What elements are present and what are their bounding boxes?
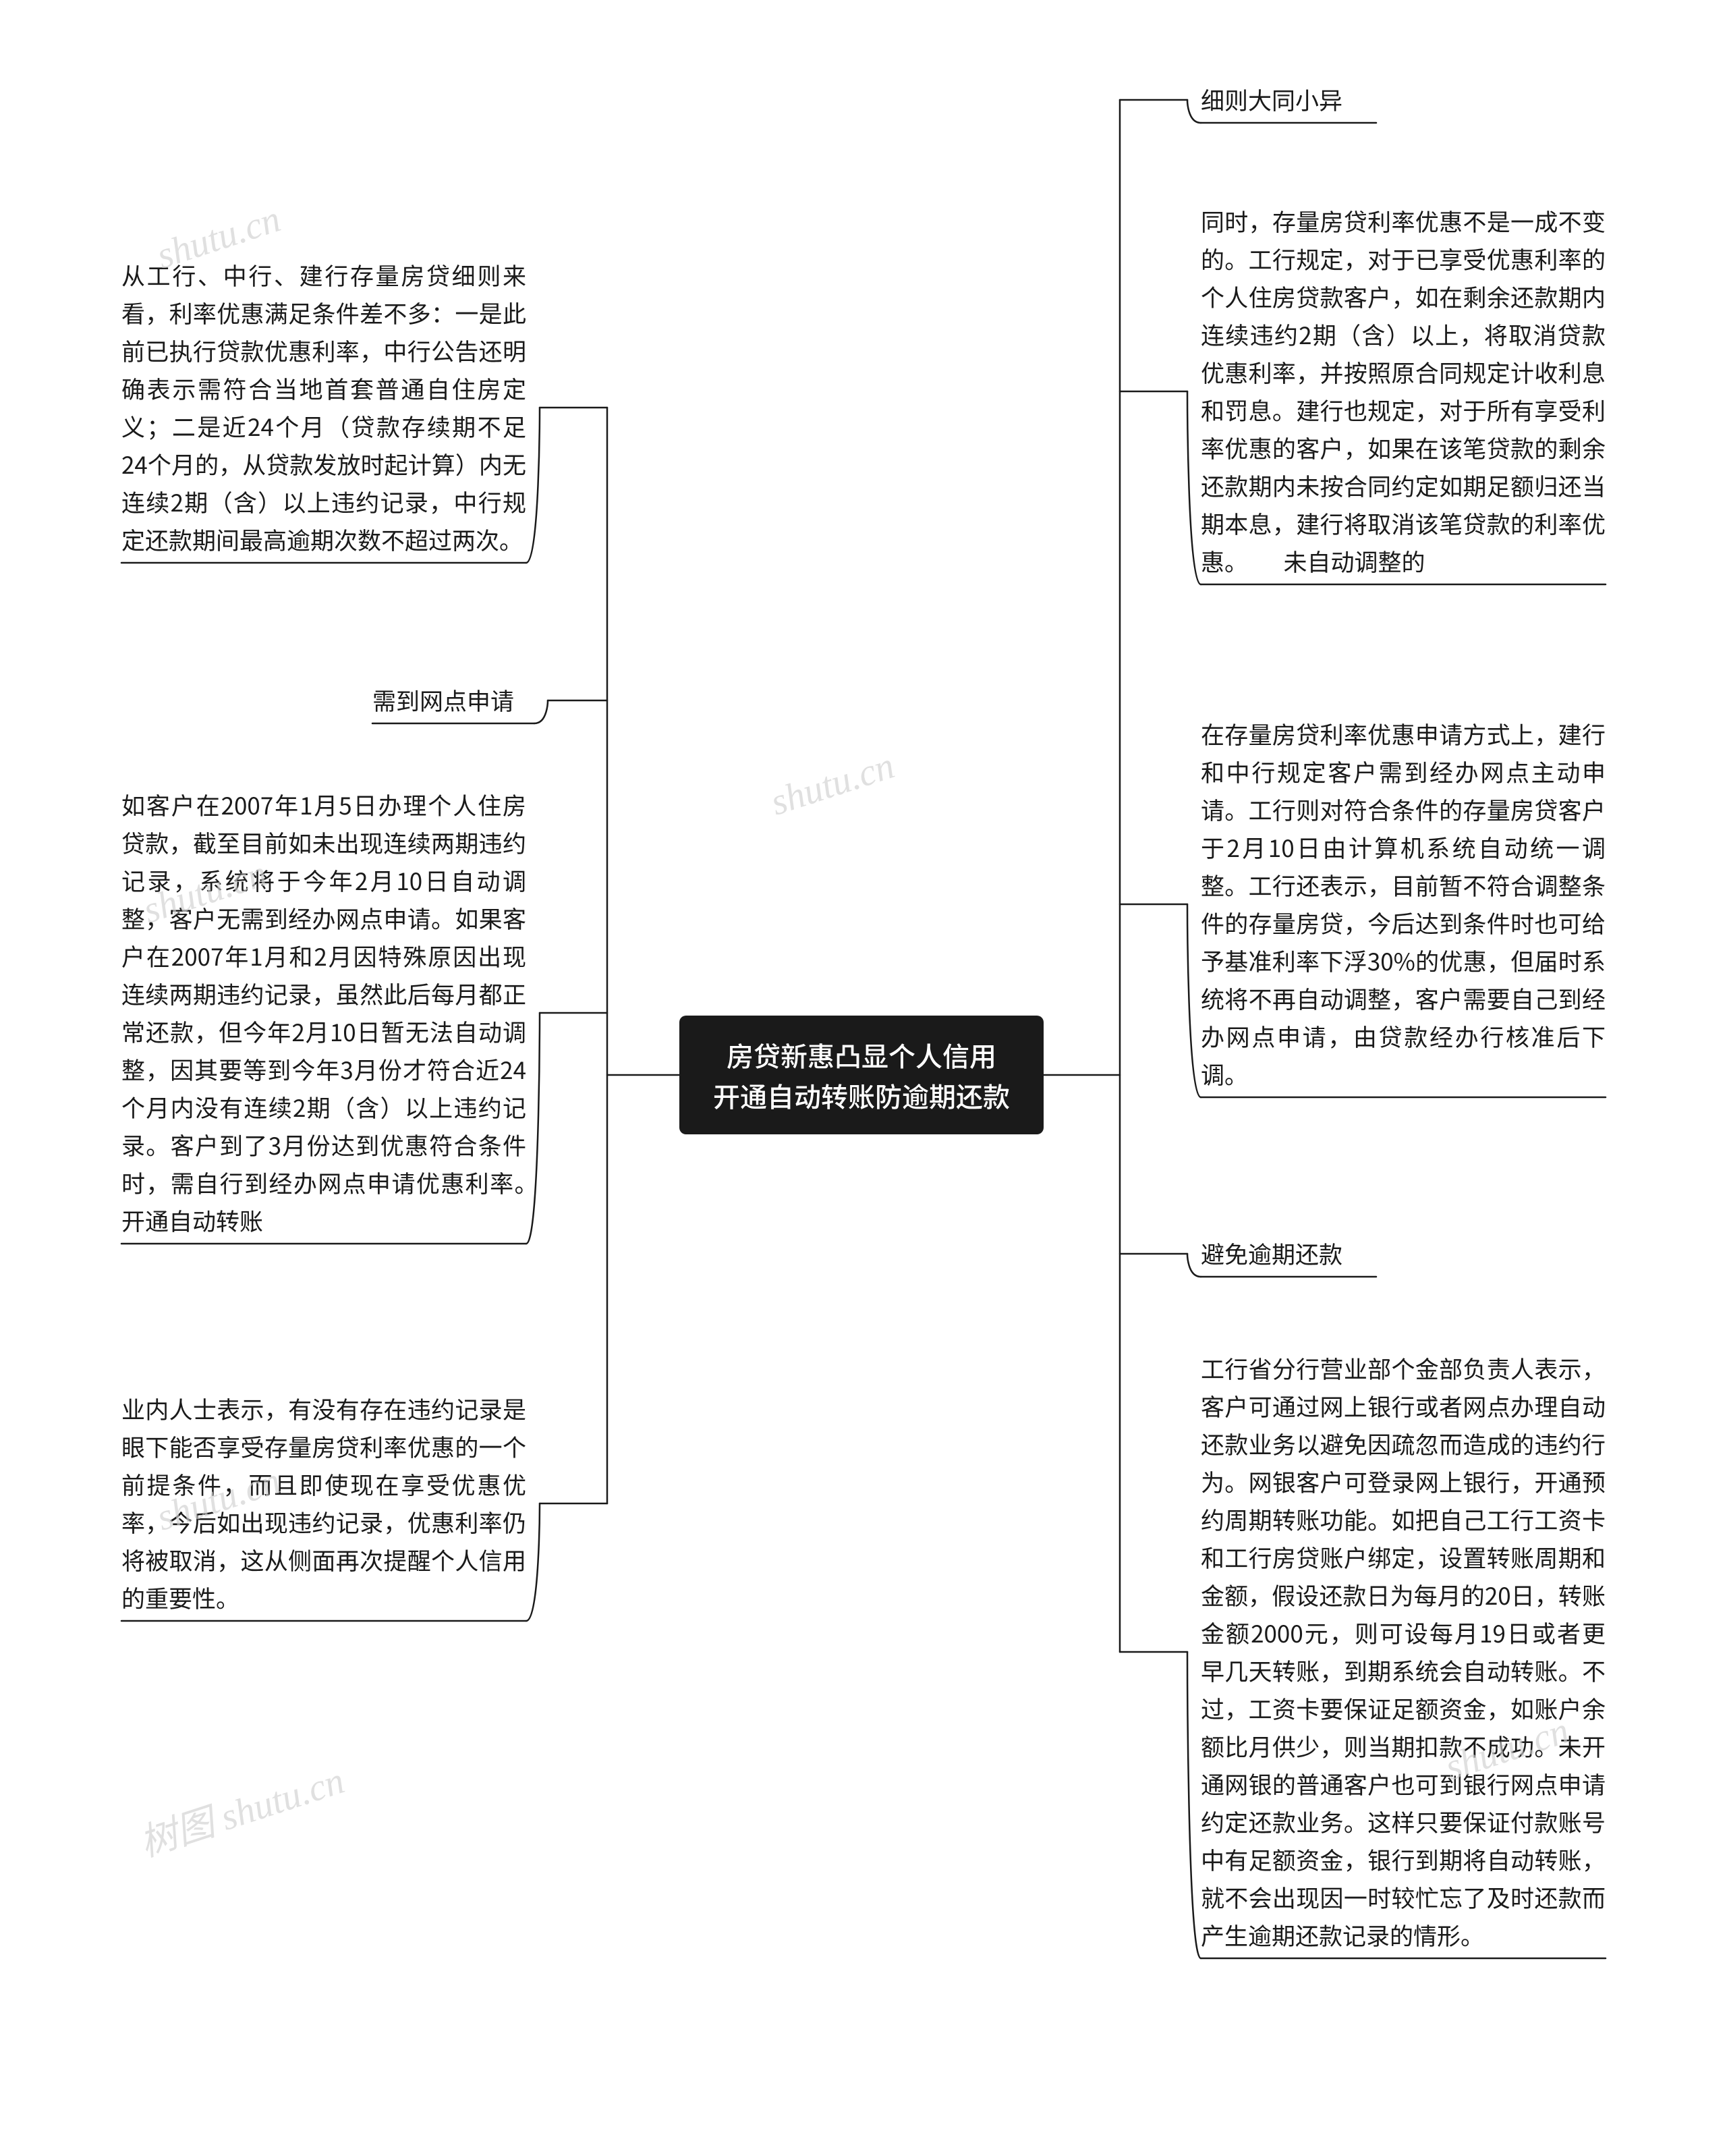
root-node: 房贷新惠凸显个人信用 开通自动转账防逾期还款: [679, 1016, 1044, 1134]
left-node-1: 从工行、中行、建行存量房贷细则来看，利率优惠满足条件差不多：一是此前已执行贷款优…: [121, 256, 526, 559]
left-node-2: 需到网点申请: [372, 682, 534, 719]
watermark: 树图 shutu.cn: [132, 1750, 350, 1867]
left-node-4: 业内人士表示，有没有存在违约记录是眼下能否享受存量房贷利率优惠的一个前提条件，而…: [121, 1390, 526, 1617]
right-node-3: 在存量房贷利率优惠申请方式上，建行和中行规定客户需到经办网点主动申请。工行则对符…: [1201, 715, 1606, 1093]
root-line1: 房贷新惠凸显个人信用: [727, 1035, 996, 1074]
right-node-4: 避免逾期还款: [1201, 1235, 1376, 1273]
right-node-5: 工行省分行营业部个金部负责人表示，客户可通过网上银行或者网点办理自动还款业务以避…: [1201, 1350, 1606, 1954]
left-node-3: 如客户在2007年1月5日办理个人住房贷款，截至目前如未出现连续两期违约记录，系…: [121, 786, 526, 1240]
right-node-1: 细则大同小异: [1201, 81, 1376, 119]
mindmap-canvas: 房贷新惠凸显个人信用 开通自动转账防逾期还款 从工行、中行、建行存量房贷细则来看…: [0, 0, 1727, 2156]
root-line2: 开通自动转账防逾期还款: [713, 1076, 1010, 1115]
watermark: shutu.cn: [766, 744, 900, 824]
right-node-2: 同时，存量房贷利率优惠不是一成不变的。工行规定，对于已享受优惠利率的个人住房贷款…: [1201, 202, 1606, 580]
